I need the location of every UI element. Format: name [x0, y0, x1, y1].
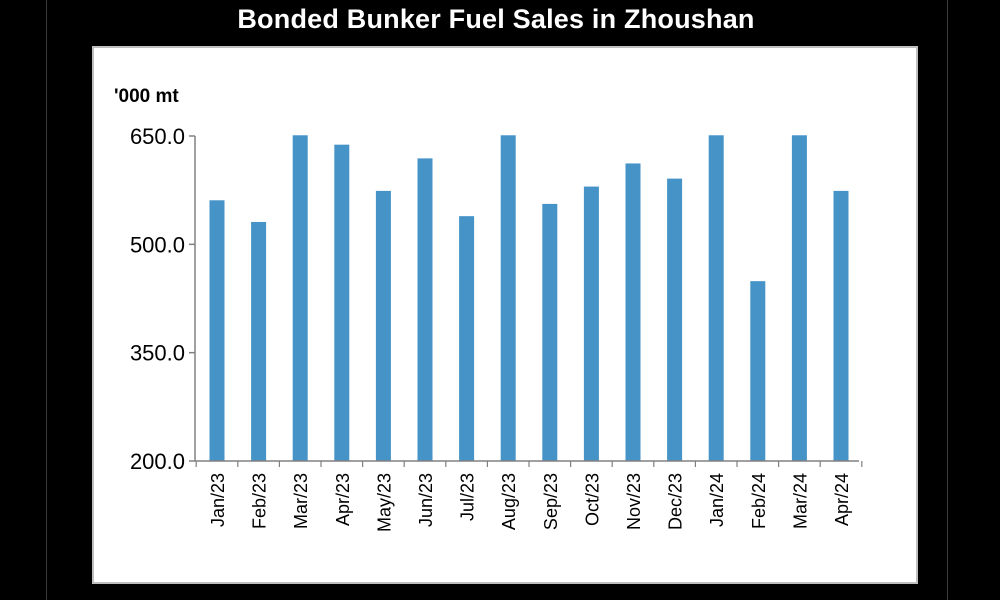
x-tick-label: Jun/23 — [416, 473, 436, 527]
x-tick-label: Feb/24 — [749, 473, 769, 529]
y-tick-label: 350.0 — [130, 341, 185, 366]
x-tick-label: May/23 — [374, 473, 394, 532]
x-tick-label: Nov/23 — [624, 473, 644, 530]
bar-feb-23 — [251, 221, 267, 461]
unit-label: '000 mt — [114, 86, 179, 107]
y-tick-label: 650.0 — [130, 124, 185, 149]
y-tick-label: 500.0 — [130, 232, 185, 257]
x-tick-label: Jan/23 — [208, 473, 228, 527]
x-tick-label: Mar/24 — [790, 473, 810, 529]
x-tick-label: Mar/23 — [291, 473, 311, 529]
y-tick-label: 200.0 — [130, 449, 185, 474]
bar-jan-23 — [209, 200, 225, 461]
x-tick-label: Jul/23 — [458, 473, 478, 521]
bar-mar-23 — [292, 135, 308, 461]
bar-chart: '000 mt 200.0 350.0 500.0 650.0 Jan/23 Feb/23 M… — [114, 86, 863, 532]
bar-mar-24 — [791, 135, 807, 461]
x-tick-label: Oct/23 — [582, 473, 602, 526]
bar-apr-23 — [334, 144, 350, 461]
x-tick-label: Apr/23 — [333, 473, 353, 526]
x-tick-label: Aug/23 — [499, 473, 519, 530]
bar-apr-24 — [833, 190, 849, 461]
x-tick-label: Jan/24 — [707, 473, 727, 527]
bar-sep-23 — [542, 203, 558, 461]
bar-oct-23 — [583, 186, 599, 462]
x-tick-label: Apr/24 — [832, 473, 852, 526]
x-tick-label: Sep/23 — [541, 473, 561, 530]
bar-jan-24 — [708, 135, 724, 461]
x-tick-label: Feb/23 — [250, 473, 270, 529]
bar-jun-23 — [417, 158, 433, 461]
bar-feb-24 — [750, 281, 766, 461]
bar-jul-23 — [459, 216, 475, 461]
bar-nov-23 — [625, 163, 641, 461]
bar-aug-23 — [500, 135, 516, 461]
bar-dec-23 — [667, 178, 683, 461]
bar-may-23 — [375, 190, 391, 461]
x-tick-label: Dec/23 — [666, 473, 686, 530]
chart-panel: '000 mt 200.0 350.0 500.0 650.0 Jan/23 Feb/23 M… — [92, 46, 918, 584]
chart-title: Bonded Bunker Fuel Sales in Zhoushan — [237, 4, 755, 34]
